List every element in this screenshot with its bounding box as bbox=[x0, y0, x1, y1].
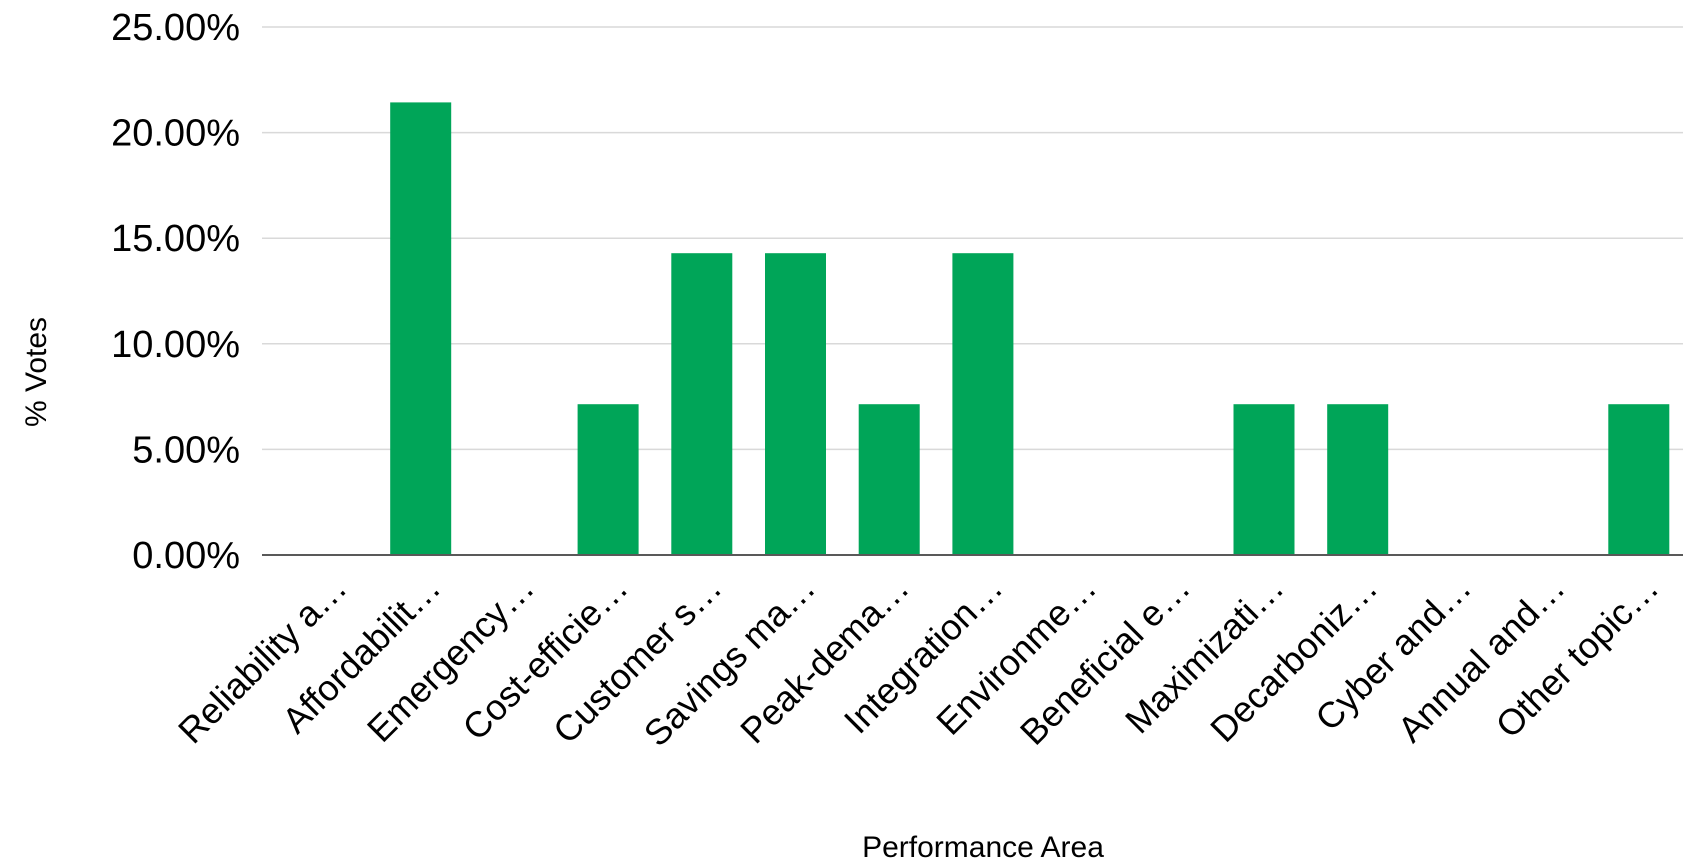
x-tick-label: Other topic… bbox=[1487, 567, 1666, 746]
y-tick-label: 25.00% bbox=[111, 7, 240, 49]
bar bbox=[858, 404, 920, 555]
bar bbox=[671, 253, 733, 556]
bar bbox=[1608, 404, 1670, 555]
y-tick-label: 10.00% bbox=[111, 324, 240, 366]
gridlines bbox=[262, 26, 1683, 451]
x-tick-labels: Reliability a…Affordabilit…Emergency…Cos… bbox=[170, 567, 1666, 754]
y-axis-title: % Votes bbox=[20, 317, 53, 427]
bar bbox=[952, 253, 1014, 556]
bar bbox=[1233, 404, 1295, 555]
bar bbox=[1327, 404, 1389, 555]
bars bbox=[390, 102, 1670, 556]
y-tick-label: 20.00% bbox=[111, 113, 240, 155]
y-tick-label: 15.00% bbox=[111, 218, 240, 260]
y-tick-labels: 0.00% 5.00% 10.00% 15.00% 20.00% 25.00% bbox=[111, 7, 240, 577]
y-tick-label: 5.00% bbox=[132, 429, 240, 471]
bar bbox=[390, 102, 452, 555]
x-axis-title: Performance Area bbox=[862, 831, 1104, 861]
bar bbox=[765, 253, 826, 556]
y-tick-label: 0.00% bbox=[132, 535, 240, 577]
bar bbox=[577, 404, 639, 555]
